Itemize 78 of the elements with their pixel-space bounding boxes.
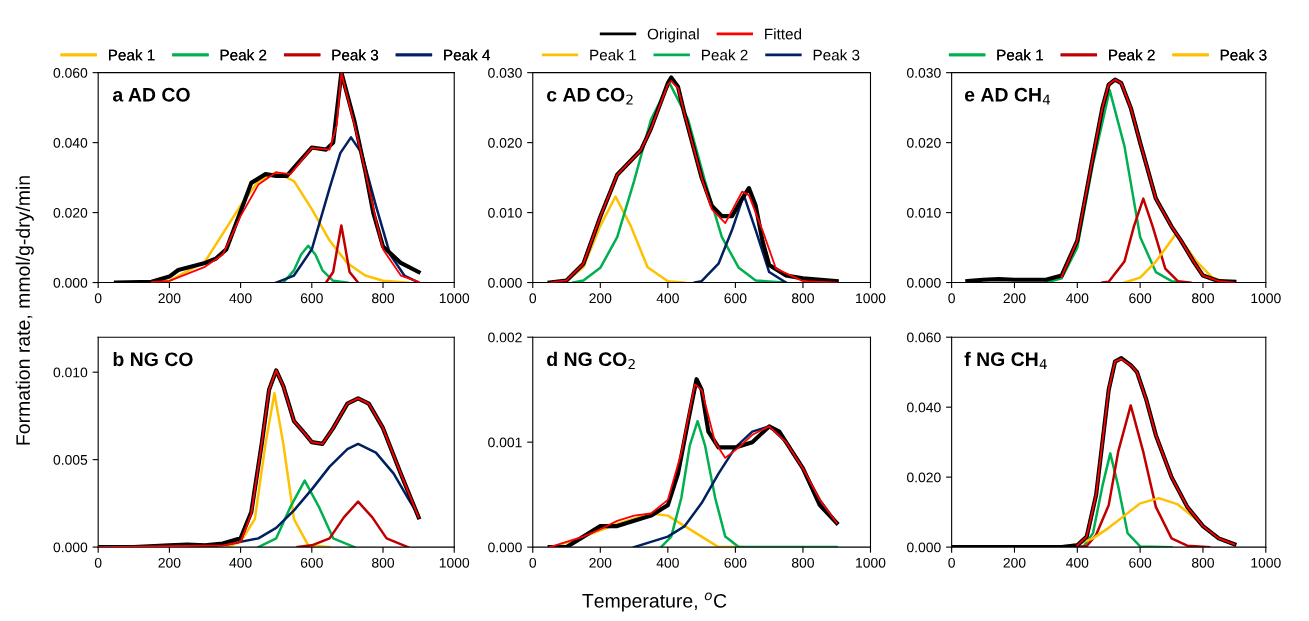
- x-tick-label: 600: [1129, 293, 1152, 304]
- y-tick-label: 0.000: [907, 542, 941, 553]
- x-tick-label: 600: [1129, 557, 1152, 568]
- x-tick-label: 1000: [1251, 293, 1281, 304]
- y-tick-label: 0.030: [907, 67, 941, 78]
- y-tick-label: 0.000: [53, 542, 88, 553]
- y-tick-label: 0.020: [907, 472, 941, 483]
- x-tick-label: 800: [372, 293, 395, 304]
- x-tick-label: 0: [948, 557, 955, 568]
- x-axis-title: Temperature, $^{o}$C: [582, 592, 727, 612]
- y-tick-label: 0.020: [53, 207, 88, 218]
- legend-label: Peak 1: [590, 49, 636, 61]
- legend-label: Original: [647, 28, 699, 43]
- legend-label: Peak 2: [1109, 49, 1155, 61]
- x-tick-label: 400: [656, 293, 679, 304]
- text: a AD CO: [112, 87, 190, 102]
- text: b NG CO: [113, 351, 193, 367]
- text: f NG CH$_{4}$: [964, 351, 1047, 370]
- x-tick-label: 800: [1191, 557, 1215, 568]
- x-tick-label: 1000: [856, 293, 886, 304]
- x-tick-label: 1000: [1251, 557, 1281, 568]
- legend-label: Peak 2: [702, 49, 748, 61]
- x-tick-label: 600: [724, 293, 747, 304]
- y-tick-label: 0.060: [53, 67, 88, 78]
- y-axis-title: Formation rate, mmol/g-dry/min: [15, 176, 34, 445]
- x-tick-label: 800: [791, 557, 814, 568]
- text: c AD CO$_{2}$: [547, 87, 633, 105]
- legend-label: Peak 3: [332, 49, 379, 61]
- y-tick-label: 0.005: [53, 454, 88, 465]
- x-tick-label: 200: [1003, 293, 1026, 304]
- x-tick-label: 0: [529, 557, 537, 568]
- legend-label: Peak 4: [444, 49, 491, 61]
- x-tick-label: 800: [372, 557, 395, 568]
- y-tick-label: 0.060: [907, 332, 941, 343]
- y-tick-label: 0.010: [53, 367, 88, 378]
- x-tick-label: 1000: [439, 557, 470, 568]
- legend-label: Peak 3: [1220, 49, 1267, 61]
- y-tick-label: 0.002: [488, 332, 522, 343]
- x-tick-label: 600: [724, 557, 747, 568]
- y-tick-label: 0.010: [488, 207, 522, 218]
- x-tick-label: 200: [158, 557, 181, 568]
- legend-label: Peak 1: [997, 49, 1043, 61]
- x-tick-label: 200: [158, 293, 181, 304]
- x-tick-label: 0: [529, 293, 537, 304]
- x-tick-label: 200: [589, 293, 612, 304]
- x-tick-label: 600: [300, 557, 323, 568]
- y-tick-label: 0.030: [488, 67, 522, 78]
- x-tick-label: 400: [229, 293, 252, 304]
- y-tick-label: 0.010: [907, 207, 941, 218]
- text: e AD CH$_{4}$: [964, 87, 1051, 105]
- x-tick-label: 800: [791, 293, 814, 304]
- y-tick-label: 0.040: [53, 137, 88, 148]
- x-tick-label: 0: [948, 293, 955, 304]
- legend-label: Peak 3: [813, 49, 860, 61]
- text: d NG CO$_{2}$: [547, 351, 635, 370]
- x-tick-label: 200: [589, 557, 612, 568]
- y-tick-label: 0.000: [488, 542, 522, 553]
- y-tick-label: 0.020: [488, 137, 522, 148]
- x-tick-label: 0: [94, 557, 102, 568]
- y-tick-label: 0.020: [907, 137, 941, 148]
- x-tick-label: 1000: [439, 293, 470, 304]
- x-tick-label: 400: [229, 557, 252, 568]
- x-tick-label: 400: [1066, 293, 1089, 304]
- x-tick-label: 1000: [856, 557, 886, 568]
- y-tick-label: 0.001: [488, 437, 522, 448]
- x-tick-label: 600: [300, 293, 323, 304]
- y-tick-label: 0.040: [907, 402, 941, 413]
- y-tick-label: 0.000: [53, 277, 88, 288]
- legend-label: Fitted: [765, 28, 802, 40]
- x-tick-label: 200: [1003, 557, 1026, 568]
- legend-label: Peak 2: [220, 49, 267, 61]
- y-tick-label: 0.000: [488, 277, 522, 288]
- legend-label: Peak 1: [109, 49, 155, 61]
- x-tick-label: 800: [1191, 293, 1215, 304]
- x-tick-label: 400: [656, 557, 679, 568]
- x-tick-label: 400: [1066, 557, 1089, 568]
- x-tick-label: 0: [94, 293, 102, 304]
- y-tick-label: 0.000: [907, 277, 941, 288]
